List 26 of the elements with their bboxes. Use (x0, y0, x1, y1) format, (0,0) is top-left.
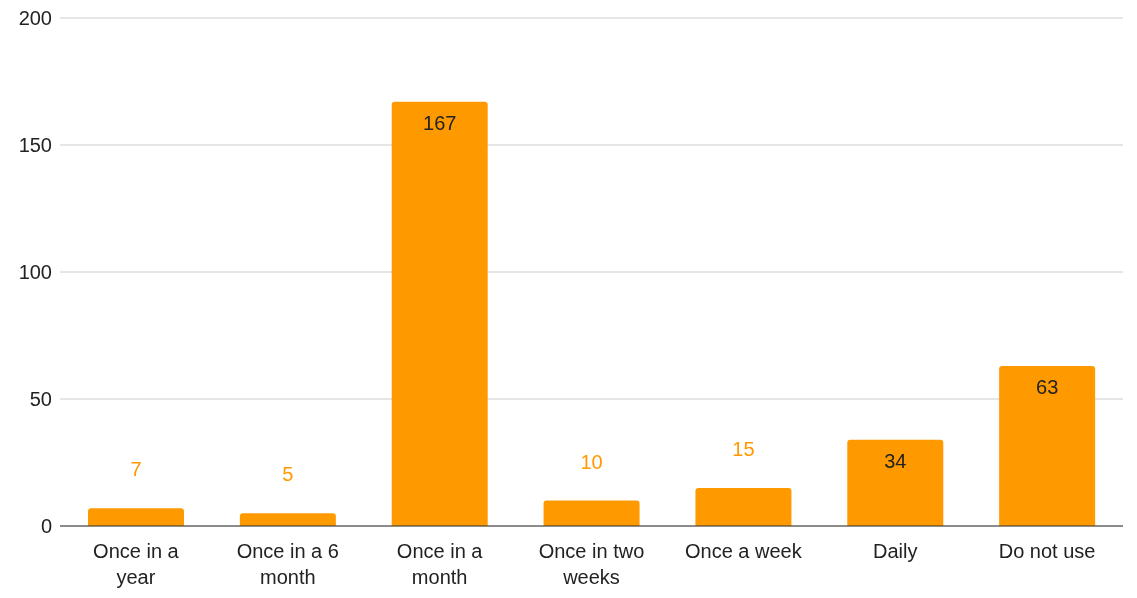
x-tick-label: Once in a 6 month (236, 540, 339, 588)
data-label: 15 (732, 437, 755, 460)
bar (239, 513, 336, 526)
bar (543, 500, 640, 526)
y-tick-label: 200 (18, 7, 52, 30)
bar (999, 365, 1096, 526)
data-label: 7 (130, 458, 142, 481)
data-label: 167 (423, 111, 457, 134)
bar (695, 487, 792, 526)
data-label: 10 (580, 450, 603, 473)
y-tick-label: 150 (18, 134, 52, 157)
data-label: 63 (1036, 375, 1059, 398)
x-tick-label: Once in two weeks (538, 540, 645, 588)
bar (88, 508, 184, 526)
x-tick-label: Do not use (998, 540, 1096, 562)
data-label: 34 (884, 449, 907, 472)
x-tick-label: Once in a month (396, 540, 484, 588)
y-tick-label: 50 (29, 388, 52, 411)
x-tick-label: Once a week (684, 540, 803, 562)
bar (391, 101, 488, 526)
y-tick-label: 0 (40, 515, 52, 538)
bar (847, 439, 944, 526)
data-label: 5 (282, 463, 294, 486)
y-tick-label: 100 (18, 261, 52, 284)
x-tick-label: Once in a year (93, 540, 180, 588)
x-tick-label: Daily (872, 540, 918, 562)
